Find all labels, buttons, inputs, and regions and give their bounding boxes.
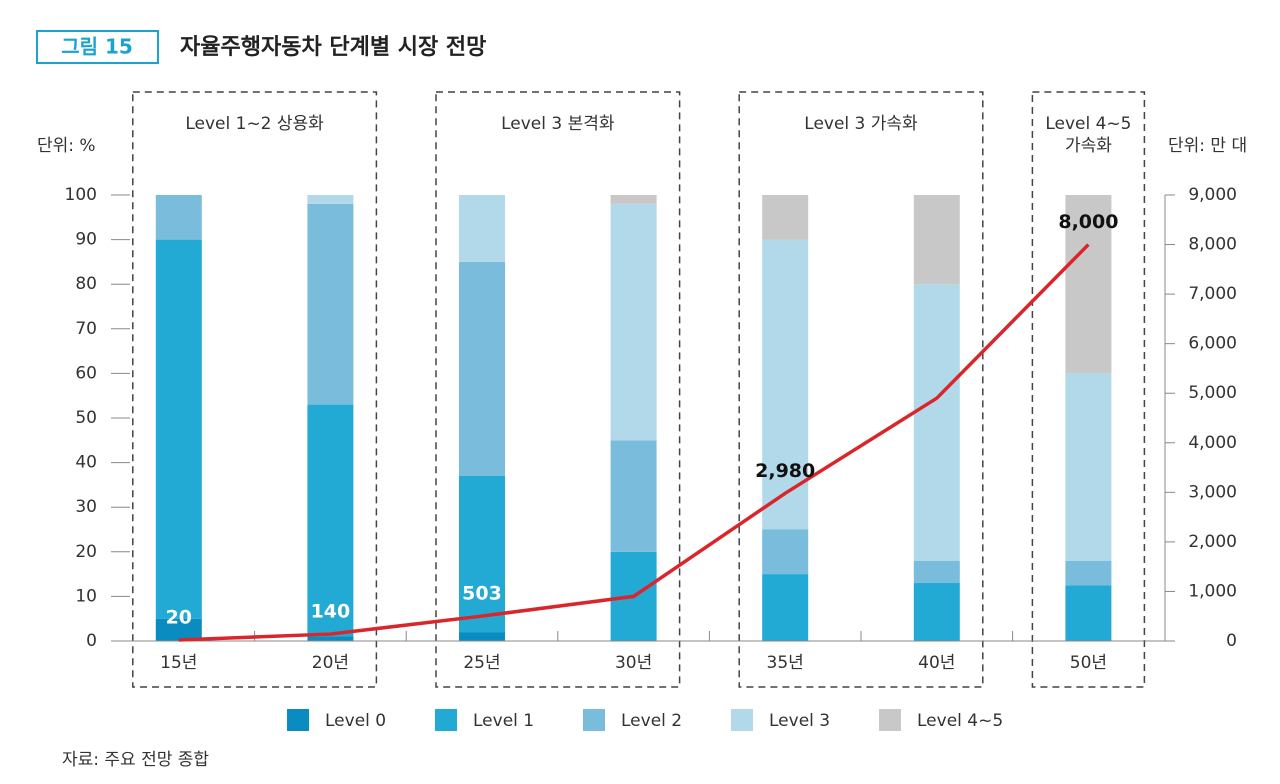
legend-label: Level 0 bbox=[325, 711, 386, 731]
source: 자료: 주요 전망 종합 bbox=[62, 750, 209, 770]
legend-swatch bbox=[287, 709, 309, 731]
x-tick-label: 40년 bbox=[918, 653, 955, 673]
y2-tick-label: 4,000 bbox=[1188, 433, 1237, 453]
bar-segment bbox=[762, 239, 809, 530]
chart-title: 자율주행자동차 단계별 시장 전망 bbox=[180, 35, 486, 60]
bar-segment bbox=[1065, 560, 1112, 586]
y-tick-label: 50 bbox=[75, 408, 97, 428]
value-label: 8,000 bbox=[1058, 211, 1118, 233]
x-tick-label: 15년 bbox=[160, 653, 197, 673]
value-label: 2,980 bbox=[755, 460, 815, 482]
x-tick-label: 30년 bbox=[615, 653, 652, 673]
y2-tick-label: 6,000 bbox=[1188, 334, 1237, 354]
group-box bbox=[738, 91, 984, 688]
y2-tick-label: 7,000 bbox=[1188, 284, 1237, 304]
bar-segment bbox=[762, 195, 809, 240]
x-tick-label: 35년 bbox=[767, 653, 804, 673]
y-tick-label: 20 bbox=[75, 542, 97, 562]
bar-segment bbox=[913, 284, 960, 561]
y-unit: 단위: % bbox=[37, 136, 96, 156]
figure-label-box bbox=[36, 30, 159, 64]
group-label: 가속화 bbox=[1065, 136, 1112, 156]
bar-segment bbox=[762, 574, 809, 641]
group-label: Level 3 가속화 bbox=[804, 114, 918, 134]
y-tick-label: 10 bbox=[75, 586, 97, 606]
value-label: 140 bbox=[311, 601, 351, 623]
y-tick-label: 0 bbox=[86, 631, 97, 651]
group-label: Level 3 본격화 bbox=[501, 114, 615, 134]
y-tick-label: 30 bbox=[75, 497, 97, 517]
y2-tick-label: 2,000 bbox=[1188, 532, 1237, 552]
bar-segment bbox=[459, 475, 505, 633]
y-tick-label: 60 bbox=[75, 363, 97, 383]
legend-swatch bbox=[879, 709, 901, 731]
group-label: Level 4~5 bbox=[1045, 114, 1131, 134]
bar-segment bbox=[913, 583, 960, 641]
y2-tick-label: 8,000 bbox=[1188, 235, 1237, 255]
bar-segment bbox=[610, 440, 657, 552]
bar-segment bbox=[610, 203, 657, 441]
legend-label: Level 2 bbox=[621, 711, 682, 731]
y2-tick-label: 0 bbox=[1226, 631, 1237, 651]
x-tick-label: 25년 bbox=[463, 653, 500, 673]
bar-segment bbox=[913, 195, 960, 285]
legend-swatch bbox=[435, 709, 457, 731]
bar-segment bbox=[459, 632, 505, 641]
legend-label: Level 3 bbox=[769, 711, 830, 731]
bar-segment bbox=[459, 195, 505, 262]
bar-segment bbox=[459, 261, 505, 476]
bar-segment bbox=[1065, 195, 1112, 374]
y-tick-label: 80 bbox=[75, 274, 97, 294]
bar-segment bbox=[1065, 585, 1112, 641]
y2-tick-label: 1,000 bbox=[1188, 581, 1237, 601]
y-tick-label: 70 bbox=[75, 319, 97, 339]
legend-label: Level 4~5 bbox=[917, 711, 1003, 731]
x-tick-label: 50년 bbox=[1070, 653, 1107, 673]
legend-label: Level 1 bbox=[473, 711, 534, 731]
group-box bbox=[435, 91, 681, 688]
bar-segment bbox=[762, 529, 809, 575]
bar-segment bbox=[307, 636, 354, 641]
group-box bbox=[1031, 91, 1146, 688]
bar-segment bbox=[913, 560, 960, 584]
bar-segment bbox=[1065, 373, 1112, 561]
bar-segment bbox=[155, 239, 202, 619]
value-label: 503 bbox=[462, 583, 502, 605]
bar-segment bbox=[307, 195, 354, 204]
bar-segment bbox=[155, 195, 202, 240]
y-tick-label: 100 bbox=[65, 185, 97, 205]
bar-segment bbox=[307, 404, 354, 637]
y-tick-label: 90 bbox=[75, 230, 97, 250]
y2-tick-label: 5,000 bbox=[1188, 383, 1237, 403]
bar-segment bbox=[610, 195, 657, 204]
figure-label: 그림 15 bbox=[61, 35, 133, 59]
y2-unit: 단위: 만 대 bbox=[1168, 136, 1247, 156]
y-tick-label: 40 bbox=[75, 453, 97, 473]
group-label: Level 1~2 상용화 bbox=[185, 114, 324, 134]
market-line bbox=[178, 243, 1090, 642]
y2-tick-label: 9,000 bbox=[1188, 185, 1237, 205]
y2-tick-label: 3,000 bbox=[1188, 482, 1237, 502]
value-label: 20 bbox=[166, 607, 192, 629]
group-box bbox=[132, 91, 378, 688]
bar-segment bbox=[155, 618, 202, 641]
x-tick-label: 20년 bbox=[312, 653, 349, 673]
legend-swatch bbox=[731, 709, 753, 731]
bar-segment bbox=[307, 203, 354, 405]
legend-swatch bbox=[583, 709, 605, 731]
